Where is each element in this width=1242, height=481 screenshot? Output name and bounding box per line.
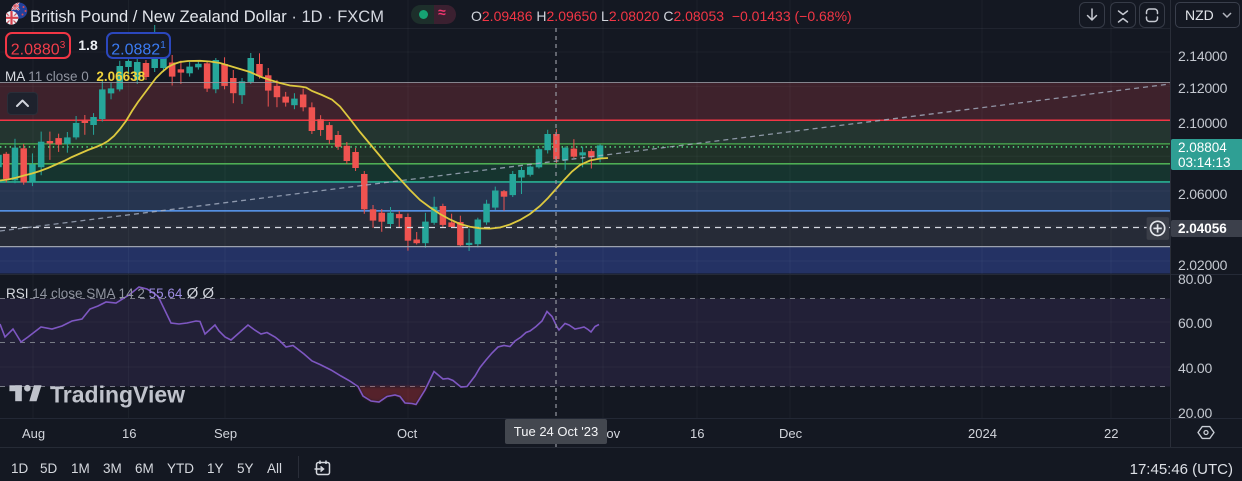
svg-text:TradingView: TradingView bbox=[50, 383, 185, 408]
